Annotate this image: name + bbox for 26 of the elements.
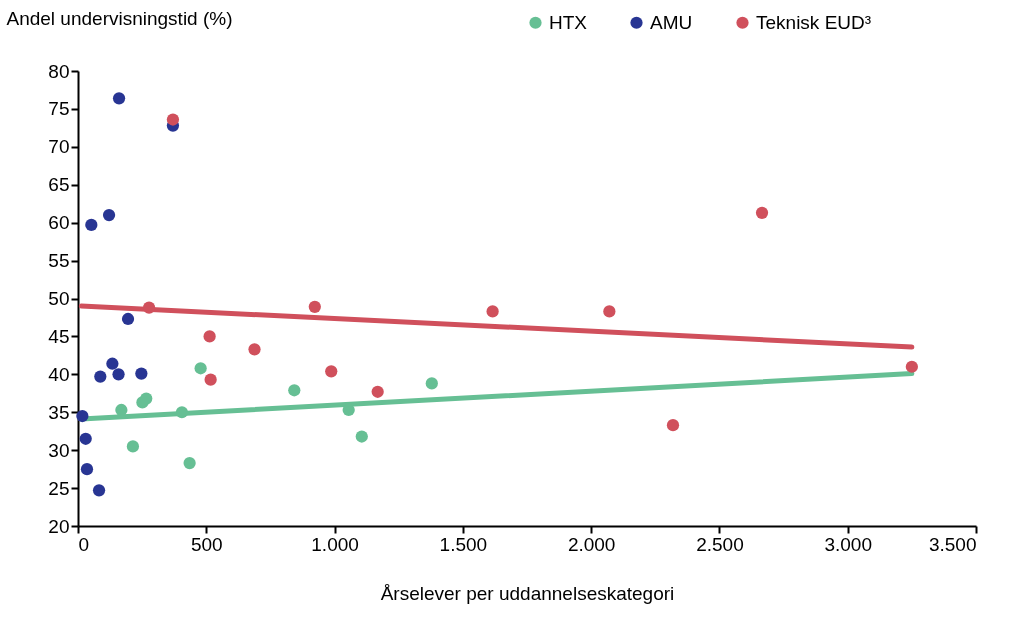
- y-tick-label: 60: [48, 212, 70, 234]
- y-tick-label: 40: [48, 363, 70, 385]
- x-tick-label: 0: [78, 533, 90, 555]
- legend-label: HTX: [549, 11, 588, 33]
- y-tick-label: 75: [48, 98, 70, 120]
- x-tick-label: 1.000: [311, 533, 359, 555]
- y-axis-title: Andel undervisningstid (%): [6, 7, 233, 29]
- y-tick-label: 55: [48, 250, 70, 272]
- x-tick-label: 3.500: [928, 533, 977, 555]
- x-tick-label: 500: [190, 533, 223, 555]
- x-axis-title: Årselever per uddannelseskategori: [380, 582, 675, 604]
- legend-label: AMU: [650, 11, 693, 33]
- y-tick-label: 30: [48, 439, 70, 461]
- y-tick-label: 25: [48, 477, 70, 499]
- y-tick-label: 65: [48, 174, 70, 196]
- y-tick-label: 20: [48, 515, 70, 537]
- y-tick-label: 80: [48, 60, 70, 82]
- x-tick-label: 3.000: [824, 533, 872, 555]
- x-tick-label: 2.500: [696, 533, 744, 555]
- y-tick-label: 50: [48, 288, 70, 309]
- x-tick-label: 1.500: [439, 533, 488, 555]
- y-tick-label: 45: [48, 325, 70, 347]
- y-tick-label: 70: [48, 136, 70, 158]
- y-tick-label: 35: [48, 401, 70, 423]
- legend-label: Teknisk EUD³: [756, 11, 872, 33]
- x-tick-label: 2.000: [567, 533, 616, 555]
